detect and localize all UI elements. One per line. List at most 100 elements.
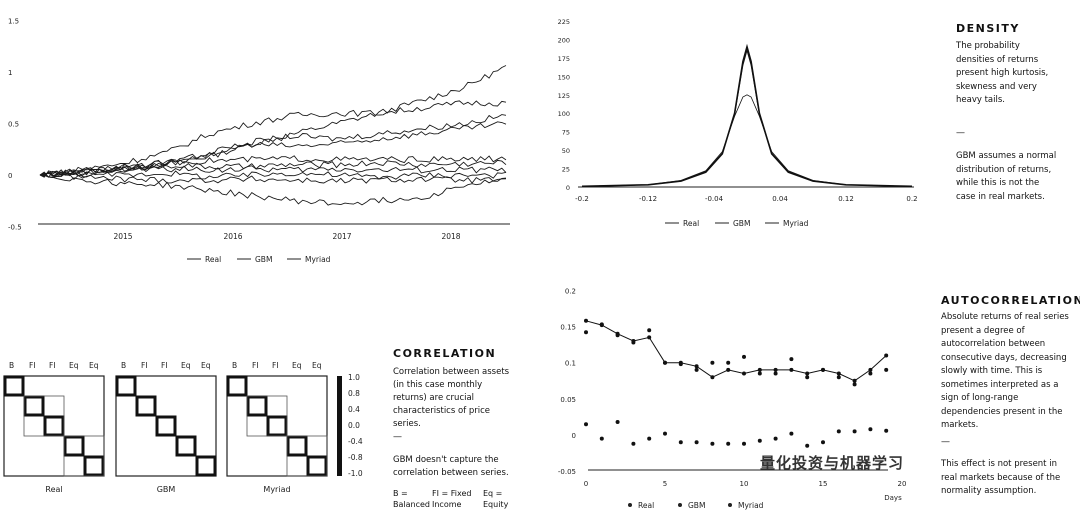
heatmap-block bbox=[246, 395, 288, 437]
correlation-divider: — bbox=[393, 432, 402, 442]
legend-label-gbm: GBM bbox=[688, 501, 705, 510]
autocorr-y-tick: -0.05 bbox=[558, 468, 576, 476]
autocorr-point-myriad bbox=[868, 371, 873, 376]
price-y-ticks: 1.5 1 0.5 0 -0.5 bbox=[8, 18, 22, 232]
heatmap-col-label: B bbox=[9, 361, 14, 370]
correlation-heatmaps: B FI FI Eq Eq Real B FI FI Eq Eq GBM B FI FI Eq Eq Myriad… bbox=[3, 361, 363, 494]
autocorr-point-real bbox=[773, 367, 778, 372]
autocorr-point-myriad bbox=[584, 330, 588, 335]
heatmap-col-label: B bbox=[121, 361, 126, 370]
price-line-path-9 bbox=[39, 172, 507, 184]
heatmap-diag-cell bbox=[43, 415, 65, 437]
heatmap-col-label: Eq bbox=[201, 361, 211, 370]
autocorr-point-real bbox=[647, 335, 652, 340]
autocorr-point-gbm bbox=[726, 441, 731, 446]
heatmap-frame bbox=[115, 375, 217, 477]
autocorr-point-myriad bbox=[710, 360, 715, 365]
price-y-tick: 0.5 bbox=[8, 121, 19, 129]
heatmap-diag-cell bbox=[23, 395, 45, 417]
colorbar-tick: 1.0 bbox=[348, 373, 360, 382]
density-y-tick: 150 bbox=[558, 73, 570, 81]
density-x-tick: -0.04 bbox=[705, 195, 724, 203]
autocorr-y-tick: 0.05 bbox=[560, 396, 576, 404]
heatmap-col-label: Eq bbox=[89, 361, 99, 370]
density-y-tick: 225 bbox=[558, 18, 570, 26]
price-line-path-4 bbox=[39, 121, 507, 178]
autocorr-point-real bbox=[584, 318, 588, 323]
density-text-1: The probability densities of returns pre… bbox=[956, 41, 1049, 105]
autocorr-point-gbm bbox=[805, 443, 810, 448]
heatmap-col-label: Eq bbox=[312, 361, 322, 370]
autocorr-point-gbm bbox=[852, 429, 857, 434]
density-y-ticks: 225 200 175 150 125 100 75 50 25 0 bbox=[558, 18, 570, 192]
autocorr-line-real bbox=[585, 320, 887, 382]
autocorr-text-2: This effect is not present in real marke… bbox=[941, 459, 1061, 496]
price-line-path-8 bbox=[39, 170, 507, 180]
autocorr-text-1: Absolute returns of real series present … bbox=[941, 312, 1069, 430]
heatmap-label-gbm: GBM bbox=[157, 485, 176, 494]
heatmap-diag-cell bbox=[195, 455, 217, 477]
autocorr-x-tick: 5 bbox=[663, 480, 667, 488]
autocorr-point-myriad bbox=[726, 360, 731, 365]
heatmap-diag-cell bbox=[286, 435, 308, 457]
density-lines bbox=[581, 43, 913, 188]
price-x-tick: 2018 bbox=[441, 232, 460, 241]
autocorr-point-gbm bbox=[836, 429, 841, 434]
colorbar-tick: -1.0 bbox=[348, 469, 363, 478]
autocorr-point-real bbox=[884, 353, 889, 358]
price-x-tick: 2015 bbox=[113, 232, 132, 241]
colorbar-tick: 0.0 bbox=[348, 421, 360, 430]
autocorr-point-myriad bbox=[599, 322, 604, 327]
correlation-text-1: Correlation between assets (in this case… bbox=[393, 367, 510, 429]
price-x-tick: 2017 bbox=[332, 232, 351, 241]
autocorr-point-real bbox=[836, 371, 841, 376]
price-x-ticks: 2015 2016 2017 2018 bbox=[113, 232, 460, 241]
legend-swatch-gbm bbox=[678, 503, 682, 507]
autocorr-point-myriad bbox=[694, 367, 699, 372]
heatmap-diag-cell bbox=[175, 435, 197, 457]
colorbar-tick: 0.8 bbox=[348, 389, 360, 398]
autocorr-point-gbm bbox=[615, 420, 620, 424]
heatmap-block bbox=[286, 435, 328, 477]
heatmap-diag-cell bbox=[83, 455, 105, 477]
autocorr-point-gbm bbox=[868, 427, 873, 432]
heatmap-frame bbox=[226, 375, 328, 477]
autocorr-point-myriad bbox=[678, 362, 683, 367]
density-x-tick: 0.12 bbox=[838, 195, 854, 203]
heatmap-diag-cell bbox=[226, 375, 248, 397]
heatmap-label-myriad: Myriad bbox=[263, 485, 290, 494]
heatmap-col-label: FI bbox=[252, 361, 259, 370]
autocorr-point-real bbox=[852, 378, 857, 383]
autocorr-point-real bbox=[742, 371, 746, 376]
legend-label-gbm: GBM bbox=[255, 255, 272, 264]
autocorr-point-myriad bbox=[631, 340, 636, 345]
legend-label-myriad: Myriad bbox=[305, 255, 331, 264]
autocorr-point-gbm bbox=[663, 431, 667, 436]
heatmap-diag-cell bbox=[155, 415, 177, 437]
heatmap-col-label: FI bbox=[141, 361, 148, 370]
heatmap-col-label: FI bbox=[272, 361, 279, 370]
heatmap-diag-cell bbox=[135, 395, 157, 417]
autocorr-point-myriad bbox=[821, 367, 825, 372]
density-x-tick: -0.2 bbox=[575, 195, 589, 203]
price-line-path-10 bbox=[39, 174, 507, 206]
density-y-tick: 0 bbox=[566, 184, 570, 192]
heatmap-col-label: Eq bbox=[292, 361, 302, 370]
autocorr-point-myriad bbox=[757, 371, 762, 376]
autocorr-x-tick: 0 bbox=[584, 480, 588, 488]
price-legend: Real GBM Myriad bbox=[187, 255, 331, 264]
autocorr-point-real bbox=[868, 367, 873, 372]
price-x-tick: 2016 bbox=[223, 232, 242, 241]
heatmap-real: B FI FI Eq Eq Real bbox=[3, 361, 105, 494]
heatmap-diag-cell bbox=[306, 455, 328, 477]
correlation-title: CORRELATION bbox=[393, 347, 497, 360]
correlation-text-2: GBM doesn't capture the correlation betw… bbox=[393, 455, 509, 478]
heatmap-col-label: Eq bbox=[181, 361, 191, 370]
autocorr-point-real bbox=[805, 371, 810, 376]
correlation-colorbar: 1.0 0.8 0.4 0.0 -0.4 -0.8 -1.0 bbox=[337, 373, 363, 478]
density-line-gbm bbox=[581, 94, 913, 187]
price-paths-chart: 1.5 1 0.5 0 -0.5 2015 2016 2017 2018 Real GBM Myr… bbox=[8, 18, 510, 264]
density-x-tick: 0.04 bbox=[772, 195, 788, 203]
price-line-path-6 bbox=[39, 159, 507, 178]
autocorr-point-real bbox=[710, 375, 715, 380]
